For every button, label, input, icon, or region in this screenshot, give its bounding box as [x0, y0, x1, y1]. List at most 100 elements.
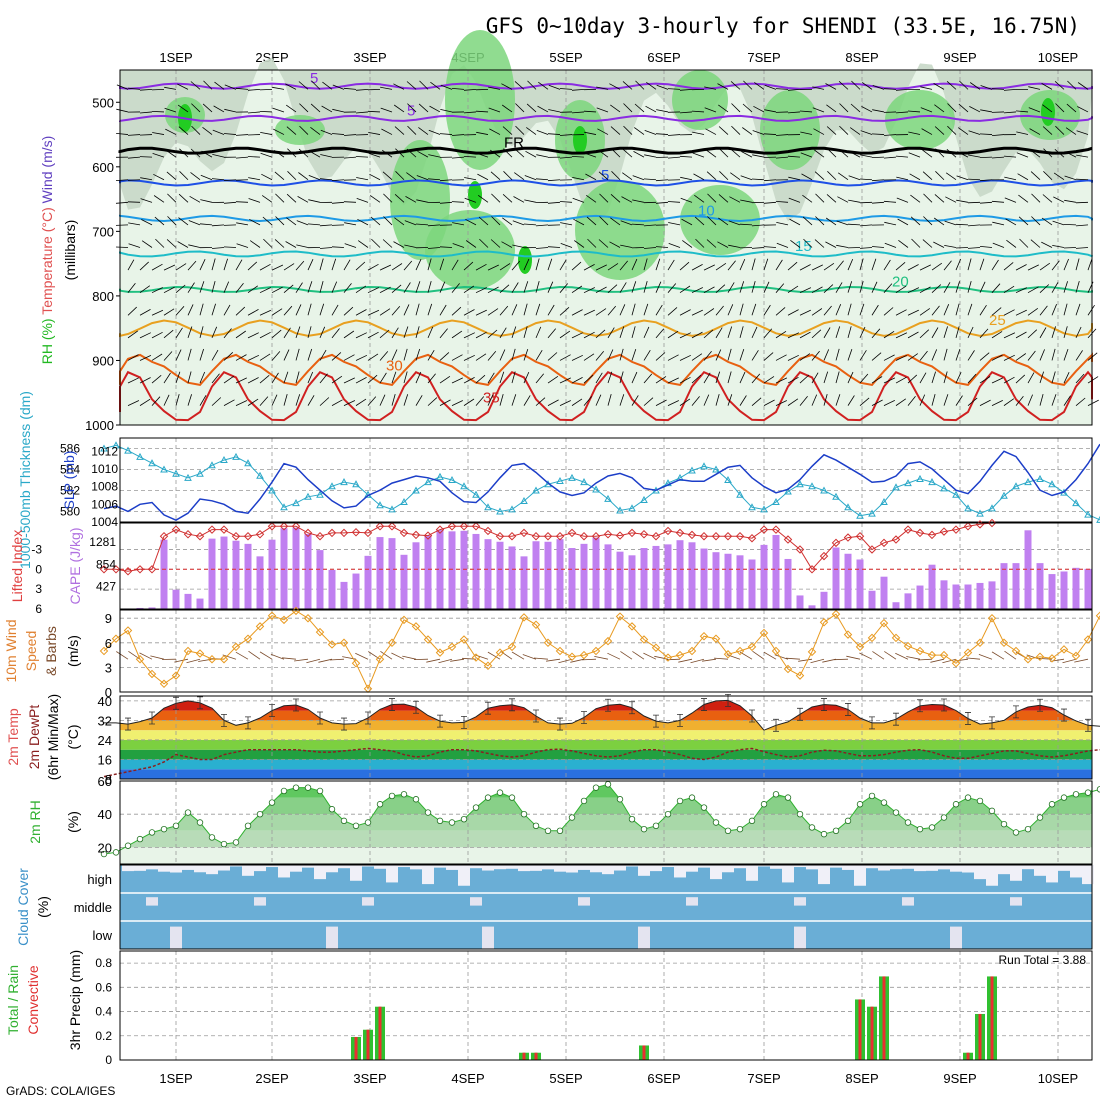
wind-speed-point — [759, 628, 769, 638]
wind-barb — [667, 354, 679, 361]
wind-barb — [907, 264, 919, 271]
wind-barb-10m — [906, 656, 921, 660]
wind-barb — [751, 224, 765, 227]
rh-point — [256, 811, 264, 818]
wind-barb — [286, 193, 297, 203]
thickness-point — [796, 480, 804, 488]
cloud-high-gap — [518, 865, 530, 872]
wind-barb — [849, 151, 861, 158]
wind-barb — [739, 223, 753, 226]
wind-barb — [223, 246, 237, 248]
wind-barb — [1063, 281, 1068, 293]
thickness-point — [448, 475, 456, 483]
wind-barb — [439, 304, 447, 316]
thickness-point — [412, 486, 420, 494]
rh-point — [700, 804, 708, 811]
wind-speed-point — [279, 615, 289, 625]
rh-point — [748, 817, 756, 825]
wind-barb — [679, 111, 693, 114]
temp-minmax-bar — [989, 716, 995, 730]
thickness-point — [1000, 491, 1008, 499]
wind-barb — [259, 287, 271, 294]
rh-frame — [119, 780, 1093, 865]
wind-barb — [691, 353, 703, 361]
wind-barb — [1087, 304, 1095, 316]
wind-barb — [247, 377, 259, 384]
wind-barb — [679, 354, 691, 361]
wind-barb — [859, 373, 869, 384]
wind-barb — [188, 220, 201, 226]
precip-tick-label: 0.4 — [95, 1005, 112, 1019]
wind-barb — [536, 154, 549, 158]
cloud-high-gap — [1082, 865, 1094, 885]
wind-barb — [1018, 216, 1029, 226]
lifted-index-point — [219, 525, 229, 534]
wind-barb — [295, 282, 303, 293]
thickness-point — [244, 459, 252, 467]
wind-barb — [1015, 309, 1027, 316]
wind-barb — [1075, 397, 1086, 406]
lifted-index-point — [819, 551, 829, 561]
wind-barb — [909, 173, 921, 181]
wind-barb — [259, 263, 271, 271]
wind-barb — [611, 171, 621, 181]
wind-barb — [427, 247, 441, 249]
wind-barb — [235, 306, 246, 316]
cape-tick-label: 1281 — [89, 535, 116, 549]
wind-barb — [383, 193, 393, 203]
wind-barb — [187, 260, 197, 271]
wind-barb — [850, 103, 861, 113]
wind-barb — [418, 103, 429, 113]
temp-minmax-bar — [1013, 705, 1019, 719]
thickness-point — [1024, 478, 1032, 486]
wind-barb — [979, 352, 990, 361]
cloud-high-gap — [926, 865, 938, 871]
wind-barb — [128, 243, 141, 248]
wind-barb — [343, 134, 357, 136]
wind-barb — [742, 127, 753, 135]
wind-barb — [1063, 303, 1068, 316]
wind-barb — [946, 81, 957, 90]
wind-barb — [283, 393, 288, 406]
cape-bar — [784, 558, 792, 609]
wind-barb — [931, 371, 936, 384]
wind-barb — [703, 264, 715, 271]
cape-bar — [220, 536, 228, 609]
wind-barb — [571, 285, 583, 294]
wind-barb — [559, 283, 569, 293]
wind-barb — [609, 241, 621, 248]
cloud-mid-gap — [362, 897, 374, 906]
wind-barb — [463, 261, 474, 271]
thickness-point — [124, 446, 132, 454]
wind-barb — [944, 245, 957, 248]
wind-barb — [499, 284, 510, 293]
wind-barb — [355, 332, 367, 339]
wind-barb — [355, 285, 367, 294]
wind-barb — [655, 179, 669, 182]
lifted-index-point — [255, 530, 265, 539]
wind-barb — [560, 222, 573, 226]
cloud-high-gap — [470, 865, 482, 869]
wind-barb — [179, 171, 189, 181]
wind-barb — [787, 354, 799, 361]
wind-barb — [407, 125, 417, 135]
wind-barb — [595, 351, 605, 361]
wind-speed-point — [435, 648, 445, 657]
wind-barb — [559, 354, 571, 361]
wind-speed-point — [183, 646, 193, 656]
wind-barb — [764, 109, 777, 113]
wind-barb — [151, 374, 162, 384]
wind-barb — [1075, 178, 1089, 181]
rh-point — [568, 814, 576, 821]
wind-barb — [813, 128, 825, 135]
lifted-index-point — [363, 528, 373, 538]
wind-barb — [679, 309, 691, 316]
lifted-index-point — [795, 545, 805, 554]
wind-barb-10m — [833, 658, 849, 661]
wind-barb — [271, 372, 279, 384]
wind-barb — [418, 127, 429, 135]
rh-point — [580, 797, 588, 805]
lifted-index-point — [855, 531, 865, 541]
wind-speed-point — [351, 659, 361, 668]
